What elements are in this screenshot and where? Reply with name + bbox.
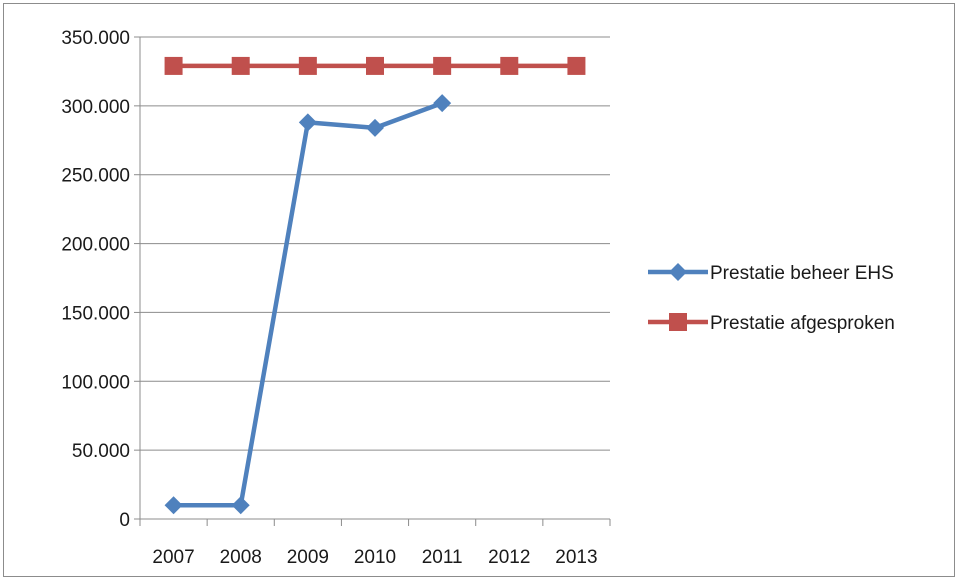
y-tick-label: 50.000 (72, 441, 130, 462)
axes: 0 50.000 100.000 150.000 200.000 250.000 300.0… (61, 28, 611, 568)
x-tick-label: 2012 (488, 547, 530, 568)
data-point-diamond (231, 496, 250, 515)
data-point-square (669, 313, 687, 331)
gridlines (140, 36, 610, 451)
data-point-square (231, 56, 250, 75)
data-point-square (433, 56, 452, 75)
data-point-square (366, 56, 384, 75)
data-point-diamond (669, 263, 687, 281)
data-point-square (500, 56, 519, 75)
data-point-square (298, 56, 317, 75)
y-tick-label: 0 (119, 510, 130, 531)
y-tick-label: 100.000 (61, 372, 130, 393)
x-tick-label: 2009 (287, 547, 329, 568)
data-point-diamond (298, 113, 317, 132)
x-tick-label: 2008 (220, 547, 262, 568)
data-point-diamond (366, 118, 384, 137)
x-tick-label: 2007 (152, 547, 194, 568)
y-tick-label: 200.000 (61, 235, 130, 256)
data-point-square (567, 56, 586, 75)
series (164, 56, 586, 515)
chart-frame (3, 3, 955, 577)
series-line-prestatie-beheer-ehs (173, 100, 443, 508)
legend: Prestatie beheer EHS Prestatie afgesproke… (648, 263, 895, 334)
legend-label: Prestatie afgesproken (710, 313, 895, 334)
y-tick-label: 350.000 (61, 28, 130, 49)
y-tick-label: 150.000 (61, 303, 130, 324)
x-tick-label: 2011 (422, 547, 463, 568)
y-tick-label: 250.000 (61, 166, 130, 187)
y-tick-label: 300.000 (61, 97, 130, 118)
data-point-square (164, 56, 183, 75)
data-point-diamond (164, 496, 183, 515)
data-point-diamond (433, 94, 452, 113)
legend-label: Prestatie beheer EHS (710, 263, 894, 284)
x-tick-label: 2013 (555, 547, 597, 568)
x-tick-label: 2010 (354, 547, 396, 568)
